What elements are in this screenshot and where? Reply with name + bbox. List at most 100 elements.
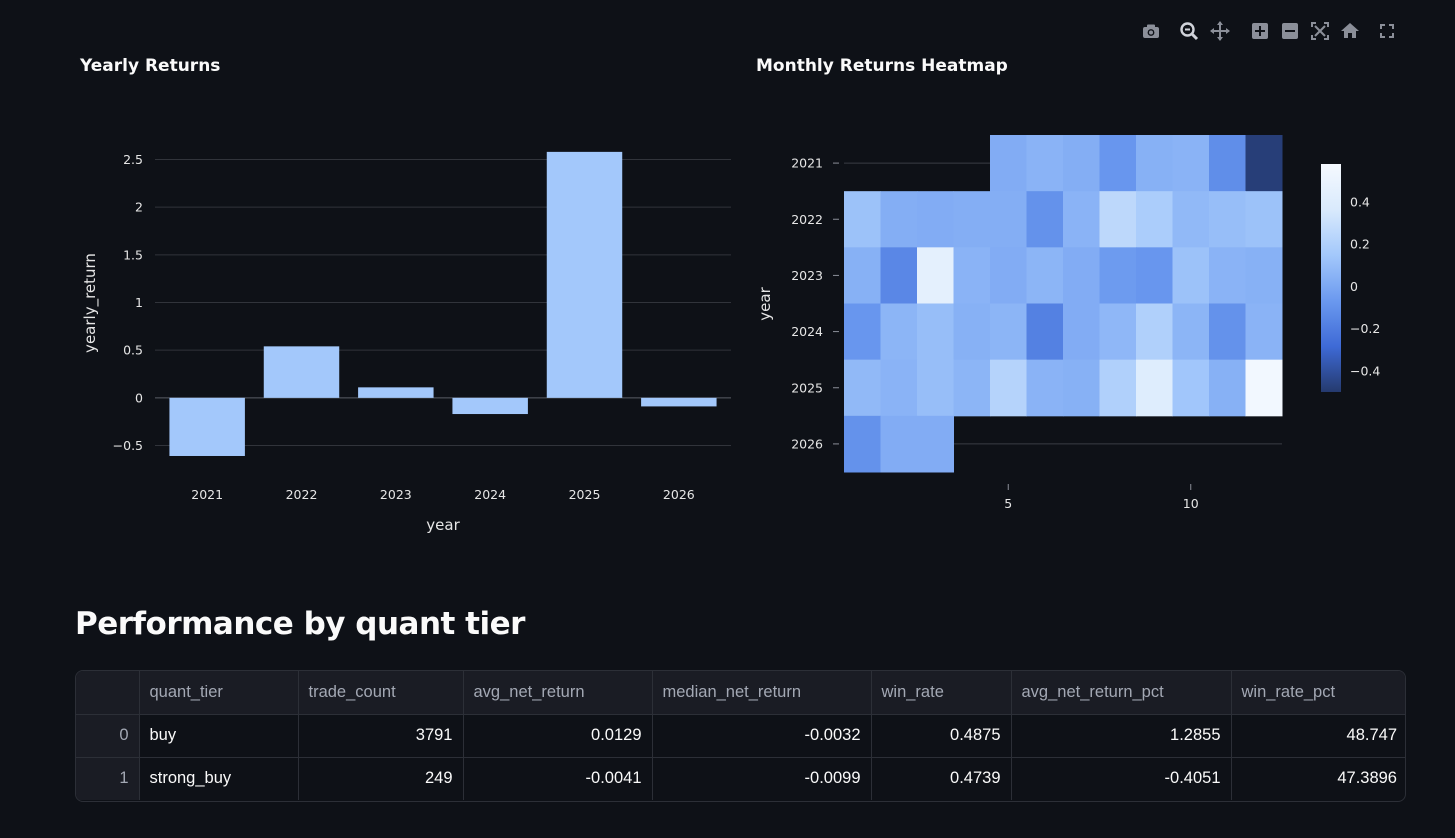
heatmap-cell[interactable] (1026, 303, 1064, 361)
heatmap-cell[interactable] (990, 135, 1027, 192)
column-header-avg-net-return[interactable]: avg_net_return (463, 671, 653, 715)
heatmap-cell[interactable] (1209, 135, 1246, 192)
heatmap-cell[interactable] (1026, 191, 1064, 248)
heatmap-cell[interactable] (1209, 247, 1246, 304)
zoom-out-icon[interactable] (1277, 18, 1303, 44)
table-cell[interactable]: 249 (298, 757, 464, 800)
heatmap-cell[interactable] (880, 303, 918, 361)
heatmap-cell[interactable] (1099, 303, 1137, 361)
heatmap-cell[interactable] (917, 191, 954, 248)
heatmap-cell[interactable] (1172, 247, 1210, 304)
heatmap-y-axis-title: year (756, 286, 774, 320)
heatmap-cell[interactable] (1172, 303, 1210, 361)
bar-2026[interactable] (641, 397, 717, 407)
bar-2025[interactable] (546, 151, 623, 398)
table-cell[interactable]: -0.4051 (1011, 757, 1232, 800)
autoscale-icon[interactable] (1307, 18, 1333, 44)
bar-2022[interactable] (263, 346, 340, 398)
table-cell-index[interactable]: 0 (76, 714, 140, 758)
camera-icon[interactable] (1138, 18, 1164, 44)
table-cell[interactable]: 48.747 (1231, 714, 1405, 758)
zoom-in-icon[interactable] (1247, 18, 1273, 44)
heatmap-cell[interactable] (844, 359, 881, 417)
table-cell[interactable]: 47.3896 (1337, 769, 1397, 788)
bar-2024[interactable] (452, 397, 528, 415)
heatmap-cell[interactable] (880, 359, 918, 417)
heatmap-cell[interactable] (917, 303, 954, 361)
heatmap-cell[interactable] (880, 415, 918, 473)
heatmap-cell[interactable] (917, 415, 954, 473)
table-cell[interactable]: -0.0099 (652, 757, 872, 800)
heatmap-cell[interactable] (1245, 303, 1283, 361)
heatmap-cell[interactable] (953, 303, 991, 361)
heatmap-cell[interactable] (1063, 191, 1100, 248)
heatmap-cell[interactable] (844, 415, 881, 473)
fullscreen-icon[interactable] (1374, 18, 1400, 44)
heatmap-cell[interactable] (990, 359, 1027, 417)
pan-icon[interactable] (1207, 18, 1233, 44)
heatmap-cell[interactable] (1063, 247, 1100, 304)
heatmap-cell[interactable] (990, 191, 1027, 248)
heatmap-cell[interactable] (1099, 247, 1137, 304)
table-cell[interactable]: -0.0041 (463, 757, 653, 800)
column-header-quant-tier[interactable]: quant_tier (139, 671, 299, 715)
heatmap-cell[interactable] (1136, 303, 1173, 361)
heatmap-cell[interactable] (1099, 191, 1137, 248)
table-cell-index[interactable]: 1 (76, 757, 140, 800)
bar-2023[interactable] (358, 387, 434, 398)
heatmap-cell[interactable] (1245, 191, 1283, 248)
heatmap-cell[interactable] (1209, 191, 1246, 248)
column-header-median-net-return[interactable]: median_net_return (652, 671, 872, 715)
heatmap-cell[interactable] (953, 359, 991, 417)
bar-y-tick-label: 1 (135, 295, 143, 310)
heatmap-cell[interactable] (917, 359, 954, 417)
table-cell[interactable]: buy (139, 714, 299, 758)
table-cell[interactable]: 0.4875 (871, 714, 1012, 758)
column-header-index[interactable] (76, 671, 140, 715)
heatmap-cell[interactable] (953, 191, 991, 248)
column-header-win-rate-pct[interactable]: win_rate_pct (1231, 671, 1405, 715)
zoom-icon[interactable] (1176, 18, 1202, 44)
heatmap-cell[interactable] (1172, 191, 1210, 248)
heatmap-cell[interactable] (1136, 135, 1173, 192)
heatmap-cell[interactable] (1026, 135, 1064, 192)
table-cell[interactable]: 1.2855 (1011, 714, 1232, 758)
heatmap-cell[interactable] (1245, 135, 1283, 192)
heatmap-cell[interactable] (1245, 247, 1283, 304)
heatmap-cell[interactable] (844, 247, 881, 304)
table-cell[interactable]: -0.0032 (652, 714, 872, 758)
column-header-trade-count[interactable]: trade_count (298, 671, 464, 715)
heatmap-cell[interactable] (1172, 359, 1210, 417)
heatmap-cell[interactable] (844, 191, 881, 248)
table-cell[interactable]: 0.4739 (871, 757, 1012, 800)
column-header-avg-net-return-pct[interactable]: avg_net_return_pct (1011, 671, 1232, 715)
heatmap-cell[interactable] (990, 247, 1027, 304)
bar-2021[interactable] (169, 397, 245, 456)
heatmap-cell[interactable] (880, 191, 918, 248)
table-cell[interactable]: 3791 (298, 714, 464, 758)
heatmap-cell[interactable] (953, 247, 991, 304)
table-cell[interactable]: 0.0129 (463, 714, 653, 758)
heatmap-cell[interactable] (1026, 247, 1064, 304)
heatmap-cell[interactable] (917, 247, 954, 304)
heatmap-cell[interactable] (1136, 247, 1173, 304)
heatmap-cell[interactable] (1026, 359, 1064, 417)
heatmap-cell[interactable] (1209, 359, 1246, 417)
column-header-win-rate[interactable]: win_rate (871, 671, 1012, 715)
bar-y-tick-label: −0.5 (113, 438, 143, 453)
heatmap-cell[interactable] (1099, 135, 1137, 192)
table-cell[interactable]: strong_buy (139, 757, 299, 800)
heatmap-cell[interactable] (1063, 303, 1100, 361)
heatmap-cell[interactable] (1099, 359, 1137, 417)
heatmap-cell[interactable] (1136, 191, 1173, 248)
heatmap-cell[interactable] (1063, 359, 1100, 417)
heatmap-cell[interactable] (990, 303, 1027, 361)
home-icon[interactable] (1337, 18, 1363, 44)
heatmap-cell[interactable] (1245, 359, 1283, 417)
heatmap-cell[interactable] (1136, 359, 1173, 417)
heatmap-cell[interactable] (1172, 135, 1210, 192)
heatmap-cell[interactable] (844, 303, 881, 361)
heatmap-cell[interactable] (880, 247, 918, 304)
heatmap-cell[interactable] (1209, 303, 1246, 361)
heatmap-cell[interactable] (1063, 135, 1100, 192)
